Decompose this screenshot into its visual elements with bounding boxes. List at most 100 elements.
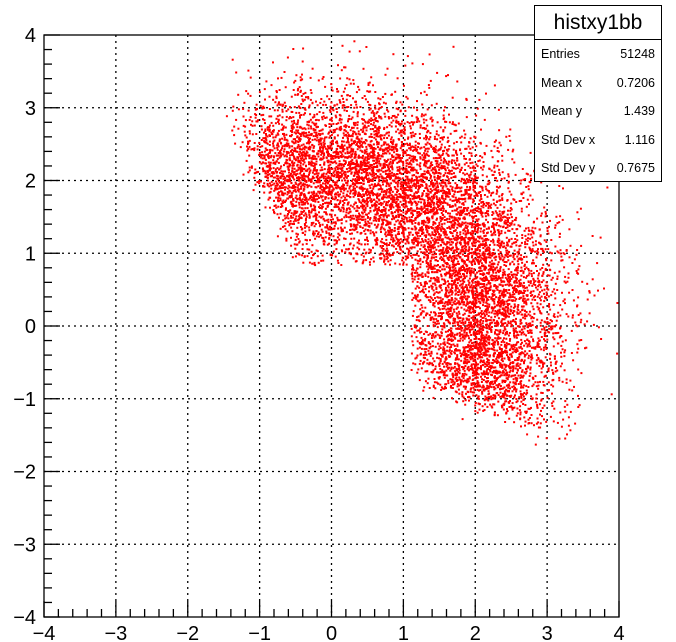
data-point — [554, 332, 557, 335]
data-point — [406, 158, 409, 161]
data-point — [511, 324, 513, 327]
data-point — [303, 172, 305, 175]
data-point — [361, 203, 364, 206]
data-point — [479, 323, 482, 326]
data-point — [497, 231, 500, 234]
data-point — [417, 182, 420, 185]
data-point — [490, 240, 493, 243]
data-point — [335, 162, 338, 165]
data-point — [480, 346, 483, 349]
data-point — [489, 370, 492, 373]
data-point — [495, 392, 498, 395]
data-point — [288, 117, 291, 120]
data-point — [472, 251, 475, 254]
data-point — [485, 371, 488, 374]
data-point — [305, 169, 308, 172]
data-point — [476, 229, 479, 231]
data-point — [503, 390, 506, 393]
data-point — [477, 218, 480, 221]
data-point — [504, 393, 507, 396]
data-point — [503, 264, 506, 266]
data-point — [387, 166, 390, 169]
data-point — [474, 169, 477, 172]
data-point — [556, 275, 559, 278]
data-point — [324, 117, 327, 119]
data-point — [398, 233, 401, 235]
data-point — [479, 286, 482, 289]
data-point — [340, 230, 343, 233]
data-point — [568, 291, 571, 294]
data-point — [496, 349, 499, 352]
data-point — [322, 111, 325, 114]
data-point — [512, 385, 515, 388]
data-point — [299, 89, 302, 92]
data-point — [455, 129, 458, 132]
data-point — [527, 357, 530, 360]
data-point — [307, 127, 310, 130]
data-point — [543, 206, 546, 209]
data-point — [274, 168, 277, 171]
data-point — [389, 222, 392, 225]
data-point — [511, 312, 514, 314]
data-point — [306, 239, 308, 242]
data-point — [386, 256, 389, 259]
data-point — [329, 141, 332, 144]
data-point — [254, 113, 257, 116]
data-point — [302, 92, 305, 95]
data-point — [249, 76, 252, 79]
data-point — [426, 217, 428, 219]
data-point — [326, 205, 329, 208]
data-point — [577, 268, 580, 271]
data-point — [473, 262, 476, 265]
data-point — [300, 157, 302, 160]
data-point — [421, 184, 424, 187]
data-point — [401, 245, 404, 248]
data-point — [396, 251, 399, 254]
data-point — [443, 219, 446, 221]
data-point — [445, 387, 447, 390]
data-point — [419, 257, 422, 260]
data-point — [502, 296, 505, 299]
data-point — [334, 222, 337, 225]
data-point — [403, 122, 406, 125]
data-point — [424, 187, 427, 190]
data-point — [369, 147, 372, 150]
data-point — [451, 373, 454, 376]
data-point — [380, 226, 383, 229]
data-point — [475, 289, 478, 292]
data-point — [540, 360, 543, 363]
data-point — [304, 226, 306, 229]
data-point — [307, 136, 310, 139]
data-point — [470, 328, 473, 331]
data-point — [425, 262, 428, 265]
data-point — [310, 160, 313, 163]
data-point — [431, 282, 434, 285]
data-point — [316, 113, 319, 116]
data-point — [315, 163, 318, 166]
data-point — [522, 403, 525, 405]
data-point — [412, 219, 415, 222]
data-point — [493, 289, 496, 292]
data-point — [262, 185, 265, 188]
data-point — [449, 386, 452, 389]
data-point — [504, 331, 507, 334]
data-point — [304, 224, 306, 227]
data-point — [379, 134, 382, 137]
data-point — [471, 237, 474, 240]
data-point — [506, 384, 509, 387]
data-point — [475, 154, 478, 157]
data-point — [429, 132, 432, 135]
data-point — [372, 121, 375, 124]
data-point — [302, 113, 305, 116]
data-point — [485, 325, 488, 328]
data-point — [254, 116, 257, 119]
data-point — [237, 93, 240, 96]
data-point — [393, 201, 396, 204]
data-point — [404, 150, 407, 153]
data-point — [321, 185, 324, 188]
data-point — [478, 252, 481, 255]
data-point — [280, 172, 283, 175]
data-point — [346, 181, 349, 184]
data-point — [352, 110, 355, 113]
data-point — [313, 162, 316, 165]
